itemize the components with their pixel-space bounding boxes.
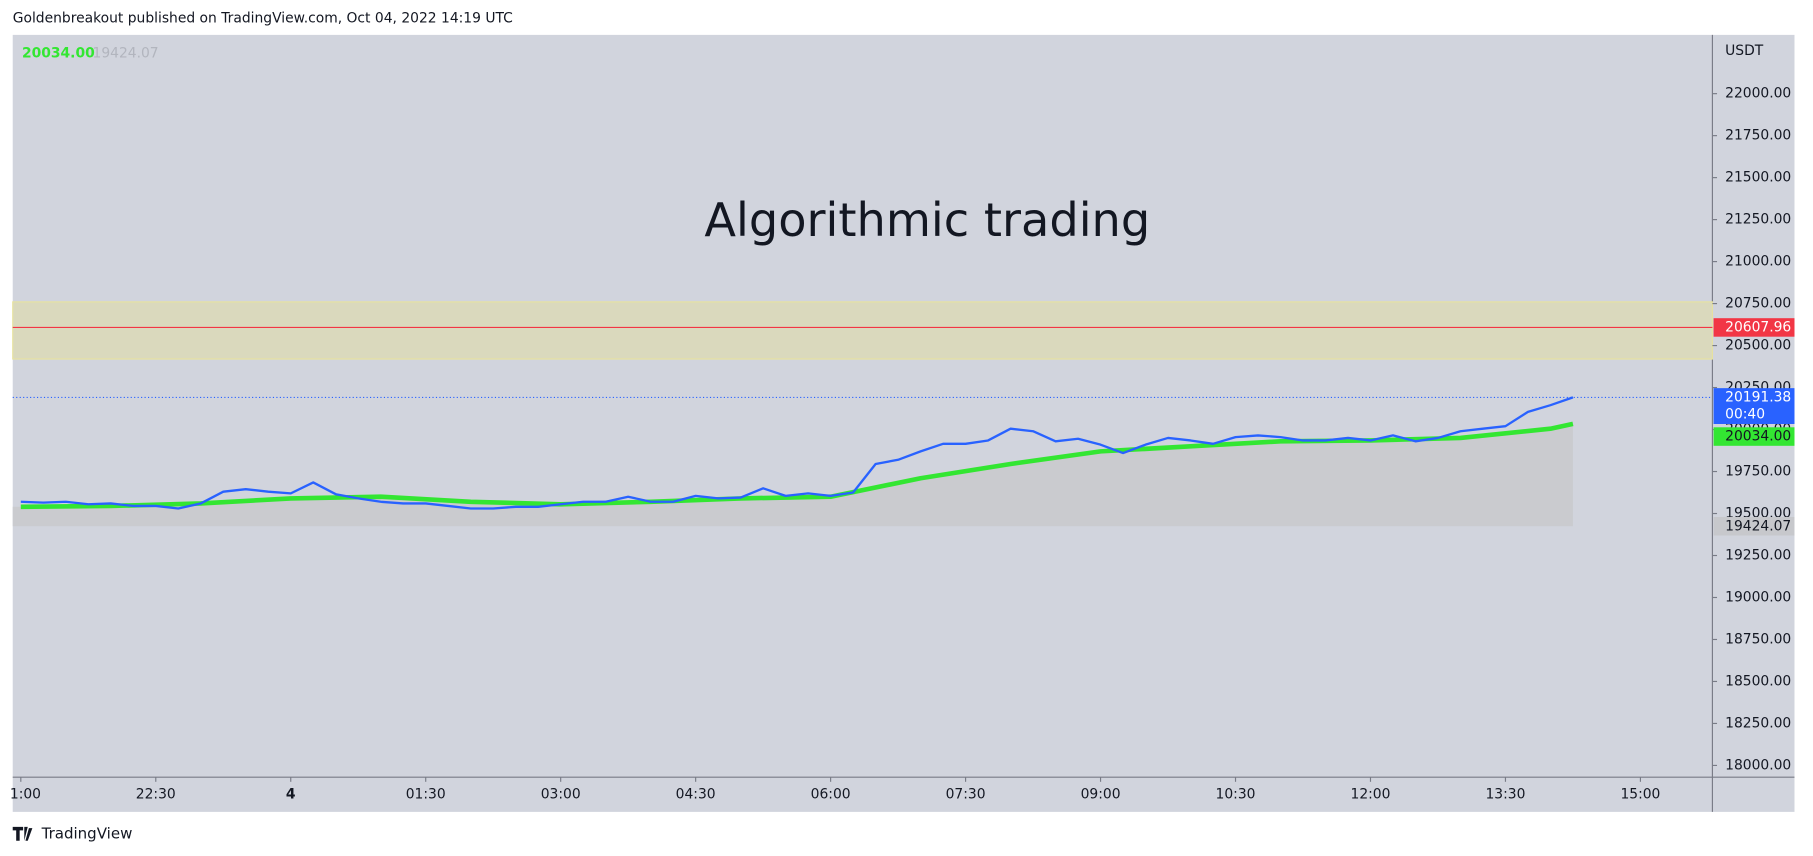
last-price-label: 00:40	[1725, 407, 1765, 423]
zone	[12, 301, 1713, 360]
y-tick-label: 21750.00	[1725, 128, 1791, 144]
baseline-label: 19424.07	[1725, 518, 1791, 534]
y-unit: USDT	[1725, 43, 1764, 59]
x-tick-label: 09:00	[1081, 787, 1121, 803]
y-tick-label: 19250.00	[1725, 548, 1791, 564]
chart-background	[12, 34, 1795, 812]
x-tick-label: 12:00	[1351, 787, 1391, 803]
x-tick-label: 4	[286, 787, 296, 803]
header: Goldenbreakout published on TradingView.…	[13, 11, 513, 27]
y-tick-label: 19750.00	[1725, 464, 1791, 480]
legend-value: 19424.07	[93, 45, 159, 61]
last-price-box	[1713, 388, 1795, 424]
x-tick-label: 22:30	[136, 787, 176, 803]
y-tick-label: 21000.00	[1725, 254, 1791, 270]
price-line	[20, 396, 1574, 510]
y-tick-label: 22000.00	[1725, 86, 1791, 102]
x-tick-label: 03:00	[541, 787, 581, 803]
footer-logo	[12, 826, 33, 841]
x-tick-label: 01:30	[406, 787, 446, 803]
y-tick-label: 18250.00	[1725, 715, 1791, 731]
x-tick-label: 10:30	[1216, 787, 1256, 803]
x-tick-label: 04:30	[676, 787, 716, 803]
x-tick-label: 07:30	[946, 787, 986, 803]
chart-title: Algorithmic trading	[704, 193, 1150, 247]
y-tick-label: 18000.00	[1725, 757, 1791, 773]
y-tick-label: 21500.00	[1725, 170, 1791, 186]
x-tick-label: 13:30	[1485, 787, 1525, 803]
baseline-box	[1713, 517, 1795, 536]
x-tick-label: 1:00	[10, 787, 41, 803]
y-tick-label: 20750.00	[1725, 296, 1791, 312]
legend-value: 20034.00	[22, 45, 95, 61]
ma-label: 20034.00	[1725, 429, 1791, 445]
x-tick-label: 15:00	[1620, 787, 1660, 803]
last-price-label: 20191.38	[1725, 389, 1791, 405]
y-tick-label: 18500.00	[1725, 673, 1791, 689]
level-label: 20607.96	[1725, 319, 1791, 335]
y-tick-label: 18750.00	[1725, 631, 1791, 647]
y-tick-label: 20500.00	[1725, 338, 1791, 354]
level-box	[1713, 318, 1795, 337]
x-tick-label: 06:00	[811, 787, 851, 803]
y-tick-label: 19000.00	[1725, 589, 1791, 605]
ma-box	[1713, 427, 1795, 446]
y-tick-label: 21250.00	[1725, 212, 1791, 228]
footer: TradingView	[41, 824, 133, 842]
ma-area	[12, 423, 1573, 527]
